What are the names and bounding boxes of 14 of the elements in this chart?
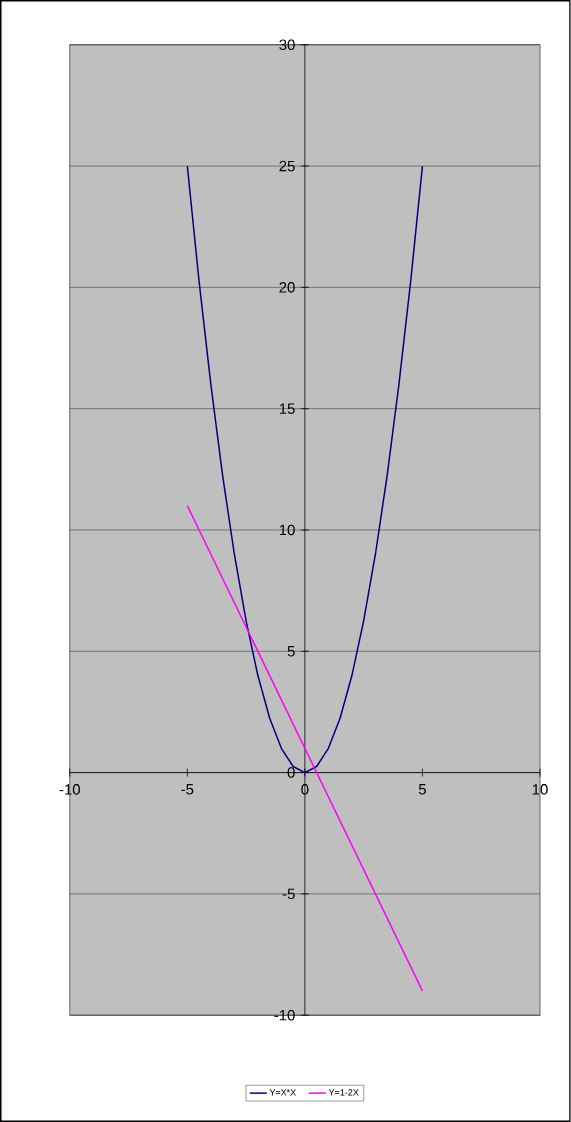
y-tick-label: 30 [279,39,295,51]
legend-label: Y=1-2X [328,1089,359,1096]
y-tick-label: 25 [279,160,295,172]
x-tick-label: 0 [301,784,309,795]
y-tick-label: 10 [280,524,295,536]
y-tick-label: 20 [279,282,295,293]
y-tick-label: 15 [280,403,295,414]
x-tick-label: 10 [532,784,548,795]
legend-label: Y=X*X [269,1089,297,1096]
y-tick-label: 5 [287,646,295,657]
x-tick-label: -10 [59,784,81,795]
x-tick-label: 5 [419,784,427,795]
y-tick-label: -5 [282,888,295,900]
x-tick-label: -5 [181,784,194,795]
